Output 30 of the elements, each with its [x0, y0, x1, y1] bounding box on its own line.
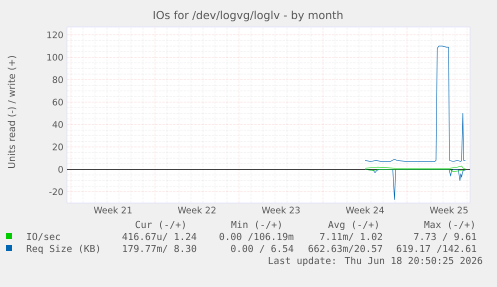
text: 7.11m/ 1.02 [320, 232, 382, 241]
x-tick-label: Week 25 [430, 206, 468, 214]
y-tick-label: 40 [52, 121, 63, 128]
text: 7.73 / 9.61 [414, 232, 476, 241]
y-tick-label: 20 [52, 144, 63, 150]
text: 179.77m/ 8.30 [123, 244, 196, 253]
text: 619.17 /142.61 [396, 244, 476, 253]
legend-label: IO/sec [27, 232, 60, 241]
y-tick-label: 120 [47, 31, 63, 38]
text: 662.63m/20.57 [308, 244, 382, 253]
text: Min (-/+) [231, 220, 281, 230]
y-tick-label: 80 [52, 76, 63, 84]
x-tick-label: Week 23 [262, 206, 300, 214]
text: 0.00 /106.19m [220, 232, 294, 241]
y-tick-label: -20 [49, 188, 63, 196]
x-tick-label: Week 24 [346, 206, 384, 214]
text: 0.00 / 6.54 [231, 244, 294, 253]
y-tick-label: 0 [58, 166, 63, 173]
x-tick-label: Week 21 [94, 206, 132, 214]
legend-label: Req Size (KB) [26, 244, 100, 254]
text: 416.67u/ 1.24 [122, 232, 196, 241]
y-axis-title: Units read (-) / write (+) [8, 56, 16, 168]
y-tick-label: 100 [47, 54, 63, 61]
text: Last update: Thu Jun 18 20:50:25 2026 [268, 256, 482, 266]
text: Max (-/+) [424, 220, 474, 230]
y-tick-label: 60 [52, 98, 63, 106]
chart-title: IOs for /dev/logvg/loglv - by month [154, 10, 342, 22]
x-tick-label: Week 22 [178, 206, 216, 214]
text: Cur (-/+) [136, 220, 185, 230]
text: Avg (-/+) [328, 220, 378, 230]
